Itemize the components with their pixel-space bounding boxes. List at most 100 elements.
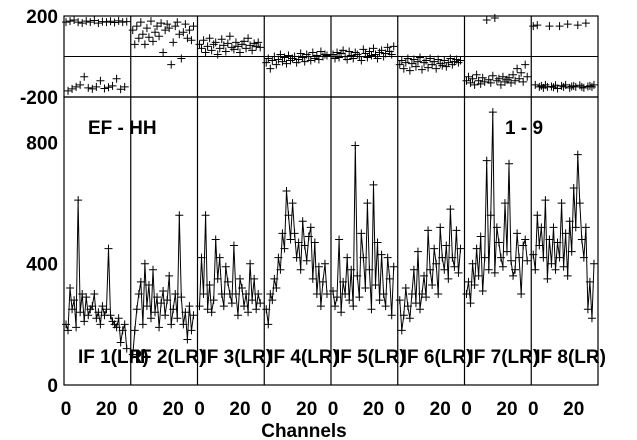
amplitude-point — [551, 265, 560, 274]
phase-point — [395, 60, 404, 69]
phase-point — [399, 64, 408, 73]
amplitude-point — [288, 199, 297, 208]
amplitude-point — [369, 180, 378, 189]
phase-point — [80, 72, 89, 81]
amplitude-point — [314, 262, 323, 271]
phase-point — [153, 22, 162, 31]
amplitude-point — [434, 290, 443, 299]
amplitude-point — [515, 253, 524, 262]
x-tick-label: 20 — [363, 399, 384, 420]
amplitude-point — [92, 314, 101, 323]
amplitude-point — [155, 323, 164, 332]
amplitude-point — [78, 290, 87, 299]
phase-point — [418, 65, 427, 74]
phase-point — [223, 39, 232, 48]
phase-point — [92, 82, 101, 91]
phase-point — [169, 38, 178, 47]
phase-point — [225, 32, 234, 41]
phase-point — [450, 57, 459, 66]
phase-point — [159, 48, 168, 57]
phase-point — [82, 17, 91, 26]
panel-2 — [128, 17, 198, 359]
phase-point — [215, 44, 224, 53]
amplitude-point — [80, 317, 89, 326]
amplitude-point — [187, 326, 196, 335]
amplitude-point — [306, 223, 315, 232]
phase-point — [509, 70, 518, 79]
amplitude-point — [507, 256, 516, 265]
phase-point — [284, 51, 293, 60]
amplitude-point — [571, 223, 580, 232]
phase-point — [359, 45, 368, 54]
amplitude-point — [153, 293, 162, 302]
amplitude-point — [379, 290, 388, 299]
amplitude-point — [320, 259, 329, 268]
phase-point — [274, 55, 283, 64]
amplitude-point — [452, 226, 461, 235]
amplitude-point — [468, 259, 477, 268]
amplitude-point — [159, 287, 168, 296]
phase-point — [377, 46, 386, 55]
phase-point — [446, 54, 455, 63]
phase-point — [343, 55, 352, 64]
phase-point — [585, 81, 594, 90]
amplitude-point — [227, 299, 236, 308]
amplitude-point — [272, 283, 281, 292]
amplitude-point — [308, 274, 317, 283]
phase-point — [318, 52, 327, 61]
amplitude-point — [167, 320, 176, 329]
phase-point — [231, 38, 240, 47]
amplitude-point — [464, 277, 473, 286]
amplitude-point — [442, 241, 451, 250]
amplitude-point — [359, 253, 368, 262]
phase-point — [294, 55, 303, 64]
phase-point — [280, 53, 289, 62]
phase-point — [335, 53, 344, 62]
phase-point — [531, 80, 540, 89]
phase-point — [189, 22, 198, 31]
series-label: IF 6(LR) — [402, 347, 473, 368]
amplitude-point — [292, 253, 301, 262]
amplitude-point — [217, 290, 226, 299]
amplitude-point — [72, 323, 81, 332]
phase-point — [329, 50, 337, 59]
phase-point — [444, 58, 453, 67]
phase-point — [405, 66, 414, 75]
amplitude-point — [482, 156, 491, 165]
amplitude-point — [547, 259, 556, 268]
phase-point — [464, 72, 473, 81]
phase-point — [68, 84, 77, 93]
amplitude-point — [316, 302, 325, 311]
phase-point — [86, 18, 95, 27]
amplitude-point — [250, 274, 259, 283]
x-tick-label: 20 — [296, 399, 317, 420]
amplitude-point — [454, 268, 463, 277]
phase-point — [438, 61, 447, 70]
phase-point — [442, 62, 451, 71]
amplitude-point — [231, 290, 240, 299]
phase-point — [488, 71, 497, 80]
amplitude-point — [409, 265, 418, 274]
phase-point — [151, 28, 160, 37]
amplitude-point — [399, 311, 408, 320]
phase-point — [424, 63, 433, 72]
amplitude-point — [470, 280, 479, 289]
phase-point — [177, 54, 186, 63]
if-labels: IF 1(LR)IF 2(LR)IF 3(LR)IF 4(LR)IF 5(LR)… — [78, 347, 606, 368]
amplitude-point — [583, 305, 592, 314]
phase-point — [555, 22, 564, 31]
amplitude-point — [312, 290, 321, 299]
amplitude-point — [242, 290, 251, 299]
series-label: IF 1(LR) — [78, 347, 149, 368]
amplitude-point — [381, 302, 390, 311]
amplitude-point — [484, 265, 493, 274]
amplitude-point — [575, 199, 584, 208]
amplitude-point — [420, 271, 429, 280]
amplitude-point — [256, 299, 265, 308]
amplitude-line — [132, 215, 194, 355]
phase-point — [420, 58, 429, 67]
phase-point — [235, 48, 244, 57]
phase-point — [142, 24, 151, 33]
amplitude-line — [466, 112, 528, 304]
amplitude-point — [235, 274, 244, 283]
